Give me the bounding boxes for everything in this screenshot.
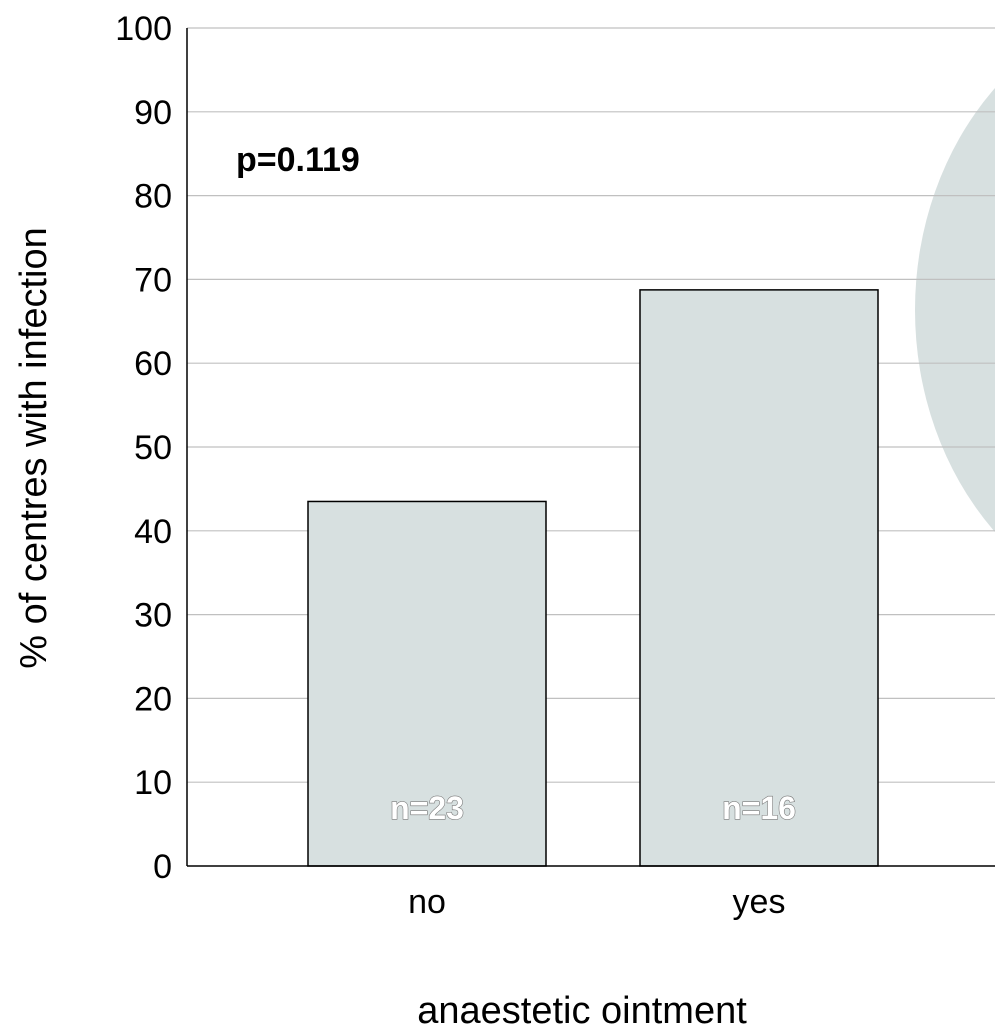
x-tick-label-no: no — [408, 883, 446, 921]
y-tick-label: 30 — [134, 597, 172, 635]
decor-ellipse — [915, 88, 995, 532]
x-tick-label-yes: yes — [733, 883, 786, 921]
bar-label-yes: n=16 — [722, 790, 796, 826]
y-tick-label: 40 — [134, 513, 172, 551]
bars — [307, 289, 879, 867]
bar-label-no: n=23 — [390, 790, 464, 826]
y-tick-label: 100 — [115, 10, 172, 48]
y-axis-title: % of centres with infection — [13, 227, 55, 668]
y-tick-label: 70 — [134, 261, 172, 299]
y-tick-label: 10 — [134, 764, 172, 802]
p-value-annotation: p=0.119 — [236, 141, 360, 179]
y-tick-labels: 0 10 20 30 40 50 60 70 80 90 100 — [115, 10, 172, 886]
y-tick-label: 80 — [134, 178, 172, 216]
bar-labels: n=23 n=16 — [389, 789, 796, 826]
y-tick-label: 60 — [134, 345, 172, 383]
x-tick-labels: no yes — [408, 883, 785, 921]
x-axis-title: anaestetic ointment — [417, 990, 747, 1032]
y-tick-label: 90 — [134, 94, 172, 132]
bar-no — [307, 500, 547, 867]
axes — [186, 28, 995, 867]
bar-yes — [639, 289, 879, 867]
y-tick-label: 20 — [134, 680, 172, 718]
y-tick-label: 50 — [134, 429, 172, 467]
y-tick-label: 0 — [153, 848, 172, 886]
